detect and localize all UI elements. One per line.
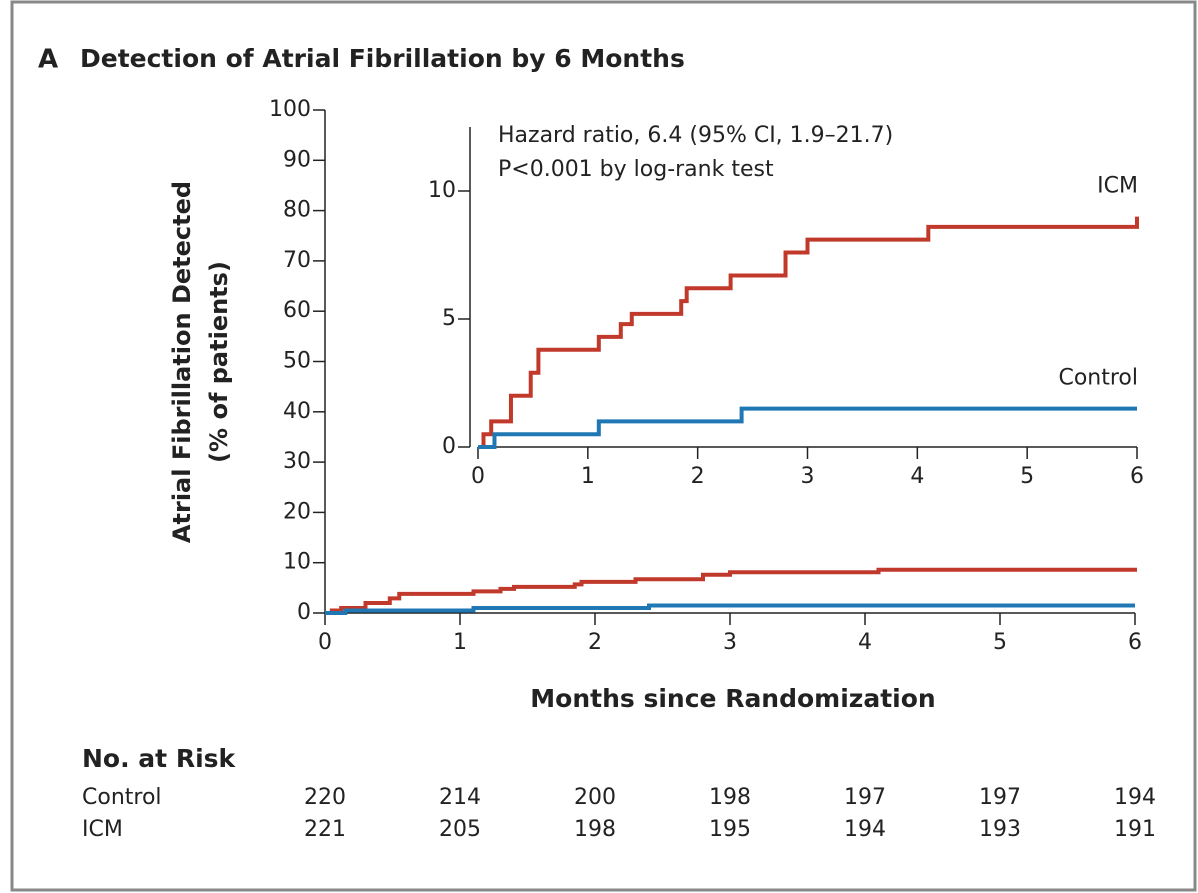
x-tick-label: 2 [588, 630, 602, 655]
risk-value: 197 [844, 785, 886, 810]
risk-value: 198 [574, 817, 616, 842]
y-tick-label: 20 [283, 499, 311, 524]
x-tick-label: 4 [858, 630, 872, 655]
risk-row-name: Control [82, 785, 162, 810]
y-axis-label: Atrial Fibrillation Detected [168, 181, 196, 543]
x-tick-label: 3 [723, 630, 737, 655]
y-axis-label: (% of patients) [205, 261, 233, 463]
y-tick-label: 0 [297, 600, 311, 625]
risk-value: 191 [1114, 817, 1156, 842]
x-tick-label: 0 [471, 464, 485, 489]
y-tick-label: 10 [428, 178, 456, 203]
frame [10, 0, 1197, 892]
risk-value: 220 [304, 785, 346, 810]
y-tick-label: 80 [283, 198, 311, 223]
panel-label: A [38, 45, 58, 75]
y-tick-label: 60 [283, 298, 311, 323]
risk-value: 197 [979, 785, 1021, 810]
series-label: ICM [1097, 174, 1138, 199]
risk-value: 193 [979, 817, 1021, 842]
y-tick-label: 100 [269, 97, 311, 122]
risk-value: 194 [844, 817, 886, 842]
risk-value: 205 [439, 817, 481, 842]
series-label: Control [1058, 366, 1138, 391]
y-tick-label: 40 [283, 399, 311, 424]
y-tick-label: 50 [283, 349, 311, 374]
inset-series-line [478, 216, 1139, 449]
risk-value: 221 [304, 817, 346, 842]
x-tick-label: 1 [581, 464, 595, 489]
series-line [325, 567, 1137, 615]
x-axis-label: Months since Randomization [530, 684, 935, 713]
risk-row-name: ICM [82, 817, 123, 842]
risk-table-title: No. at Risk [82, 744, 237, 773]
x-tick-label: 0 [318, 630, 332, 655]
inset-series-line [478, 406, 1137, 449]
chart-title: Detection of Atrial Fibrillation by 6 Mo… [80, 44, 685, 73]
annotation: Hazard ratio, 6.4 (95% CI, 1.9–21.7) [498, 123, 893, 148]
y-tick-label: 70 [283, 248, 311, 273]
y-tick-label: 5 [442, 306, 456, 331]
y-tick-label: 30 [283, 449, 311, 474]
risk-value: 198 [709, 785, 751, 810]
x-tick-label: 3 [801, 464, 815, 489]
x-tick-label: 6 [1128, 630, 1142, 655]
x-tick-label: 4 [910, 464, 924, 489]
x-tick-label: 6 [1130, 464, 1144, 489]
risk-value: 214 [439, 785, 481, 810]
series-line [325, 603, 1135, 615]
y-tick-label: 90 [283, 147, 311, 172]
y-tick-label: 10 [283, 550, 311, 575]
risk-value: 194 [1114, 785, 1156, 810]
x-tick-label: 5 [993, 630, 1007, 655]
y-tick-label: 0 [442, 434, 456, 459]
x-tick-label: 1 [453, 630, 467, 655]
x-tick-label: 2 [691, 464, 705, 489]
x-tick-label: 5 [1020, 464, 1034, 489]
risk-value: 200 [574, 785, 616, 810]
risk-value: 195 [709, 817, 751, 842]
annotation: P<0.001 by log-rank test [498, 157, 774, 182]
